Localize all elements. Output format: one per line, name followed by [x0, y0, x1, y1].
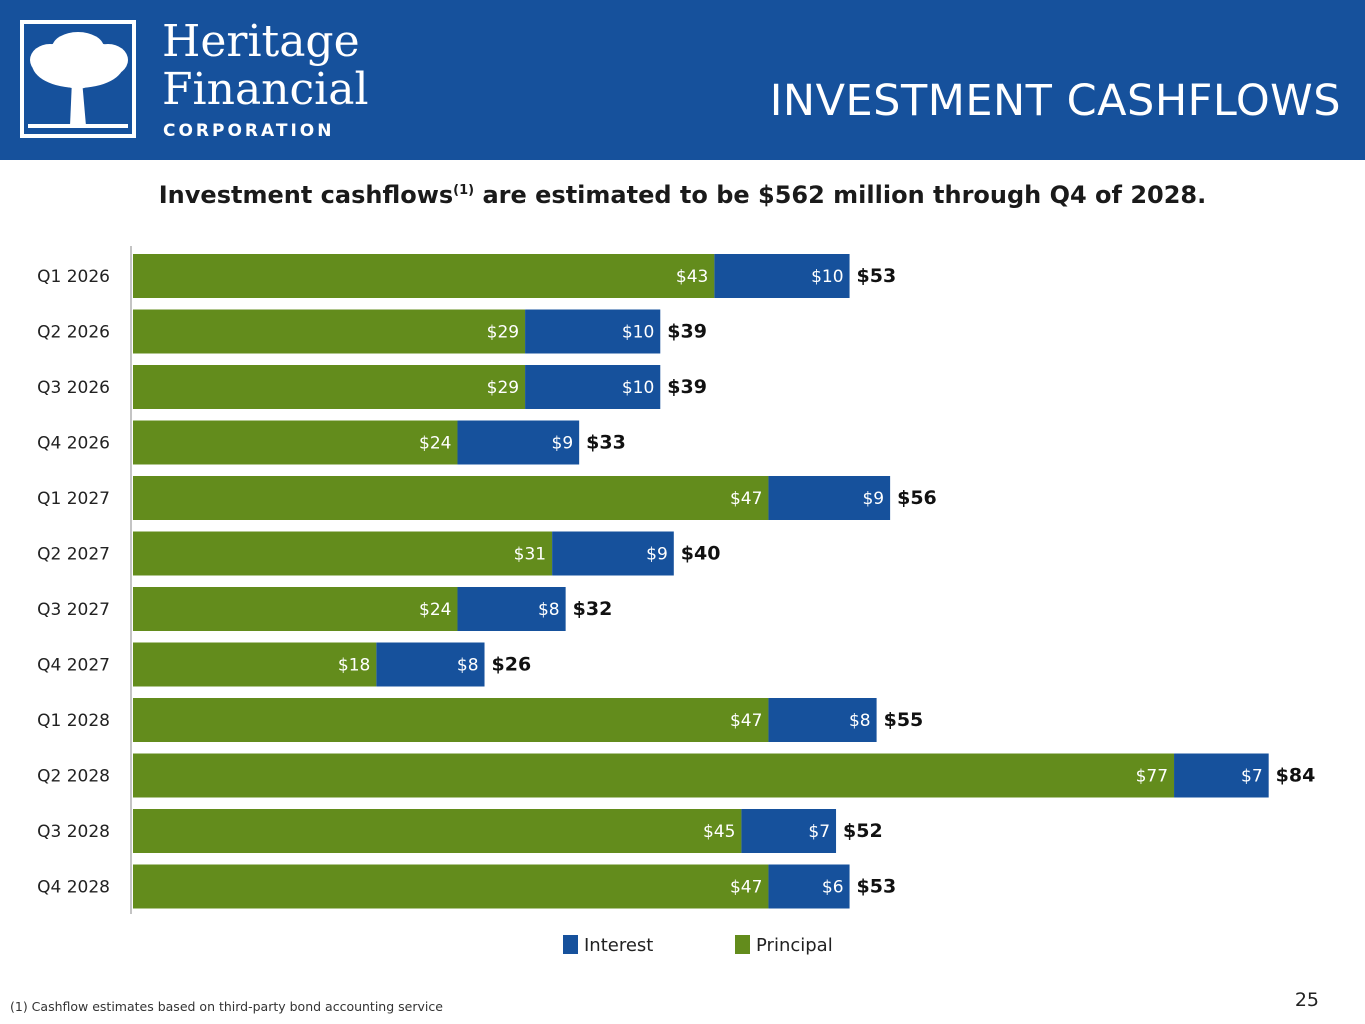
principal-bar: [133, 420, 458, 465]
principal-data-label: $47: [730, 711, 762, 731]
principal-bar: [133, 642, 377, 687]
total-data-label: $32: [573, 598, 613, 620]
chart-subtitle: Investment cashflows(1) are estimated to…: [0, 181, 1365, 209]
interest-data-label: $9: [646, 545, 668, 565]
footnote: (1) Cashflow estimates based on third-pa…: [10, 999, 443, 1014]
category-tick-label: Q3 2026: [37, 378, 110, 398]
interest-bar: [768, 698, 877, 742]
legend-swatch-interest: [563, 935, 578, 954]
category-tick-label: Q2 2028: [37, 767, 110, 787]
principal-data-label: $45: [703, 822, 735, 842]
total-data-label: $84: [1276, 765, 1316, 787]
interest-bar: [552, 531, 674, 576]
category-tick-label: Q1 2028: [37, 711, 110, 731]
page-title: INVESTMENT CASHFLOWS: [769, 76, 1341, 126]
interest-bar: [457, 587, 566, 631]
principal-bar: [133, 365, 526, 409]
subtitle-text-before: Investment cashflows: [158, 181, 454, 209]
total-data-label: $53: [857, 876, 897, 898]
principal-bar: [133, 753, 1175, 798]
legend-label-principal: Principal: [756, 935, 833, 956]
interest-bar: [525, 365, 661, 409]
logo-wordmark-line2: Financial: [162, 64, 369, 115]
principal-data-label: $77: [1136, 767, 1168, 787]
logo-wordmark-line1: Heritage: [162, 16, 360, 67]
principal-bar: [133, 309, 526, 354]
total-data-label: $56: [897, 487, 937, 509]
category-tick-label: Q2 2027: [37, 545, 110, 565]
principal-data-label: $43: [676, 267, 708, 287]
total-data-label: $55: [884, 709, 924, 731]
interest-data-label: $6: [822, 878, 844, 898]
legend-label-interest: Interest: [584, 935, 654, 956]
principal-bar: [133, 587, 458, 631]
subtitle-footnote-ref: (1): [453, 183, 475, 198]
interest-data-label: $8: [849, 711, 871, 731]
legend-item-interest: Interest: [563, 935, 653, 956]
category-tick-label: Q3 2027: [37, 600, 110, 620]
interest-bar: [376, 642, 485, 687]
category-tick-label: Q1 2027: [37, 489, 110, 509]
interest-data-label: $9: [862, 489, 884, 509]
principal-data-label: $47: [730, 878, 762, 898]
tree-logo-icon: [20, 20, 136, 138]
principal-data-label: $31: [514, 545, 546, 565]
legend-swatch-principal: [735, 935, 750, 954]
total-data-label: $39: [667, 376, 707, 398]
category-tick-label: Q4 2028: [37, 878, 110, 898]
principal-bar: [133, 254, 715, 298]
interest-bar: [768, 476, 891, 520]
interest-data-label: $8: [457, 656, 479, 676]
principal-data-label: $24: [419, 600, 451, 620]
interest-data-label: $9: [552, 434, 574, 454]
principal-data-label: $47: [730, 489, 762, 509]
principal-data-label: $29: [487, 323, 519, 343]
interest-data-label: $7: [1241, 767, 1263, 787]
category-tick-label: Q1 2026: [37, 267, 110, 287]
page-number: 25: [1294, 989, 1319, 1011]
principal-bar: [133, 864, 769, 909]
interest-bar: [1174, 753, 1269, 798]
total-data-label: $33: [586, 432, 626, 454]
legend-item-principal: Principal: [735, 935, 833, 956]
total-data-label: $40: [681, 543, 721, 565]
header-banner: Heritage Financial CORPORATION INVESTMEN…: [0, 0, 1365, 160]
interest-bar: [714, 254, 850, 298]
interest-data-label: $10: [622, 323, 654, 343]
interest-bar: [768, 864, 850, 909]
principal-data-label: $29: [487, 378, 519, 398]
interest-data-label: $10: [622, 378, 654, 398]
principal-data-label: $18: [338, 656, 370, 676]
interest-data-label: $10: [811, 267, 843, 287]
total-data-label: $26: [492, 654, 532, 676]
category-tick-label: Q4 2027: [37, 656, 110, 676]
logo-wordmark-line3: CORPORATION: [163, 121, 335, 141]
total-data-label: $52: [843, 820, 883, 842]
interest-bar: [525, 309, 661, 354]
interest-bar: [457, 420, 580, 465]
interest-data-label: $8: [538, 600, 560, 620]
category-tick-label: Q2 2026: [37, 323, 110, 343]
principal-bar: [133, 698, 769, 742]
interest-data-label: $7: [808, 822, 830, 842]
principal-bar: [133, 531, 553, 576]
category-tick-label: Q3 2028: [37, 822, 110, 842]
principal-bar: [133, 809, 742, 853]
total-data-label: $53: [857, 265, 897, 287]
interest-bar: [741, 809, 837, 853]
principal-data-label: $24: [419, 434, 451, 454]
category-tick-label: Q4 2026: [37, 434, 110, 454]
subtitle-text-after: are estimated to be $562 million through…: [474, 181, 1207, 209]
total-data-label: $39: [667, 321, 707, 343]
principal-bar: [133, 476, 769, 520]
